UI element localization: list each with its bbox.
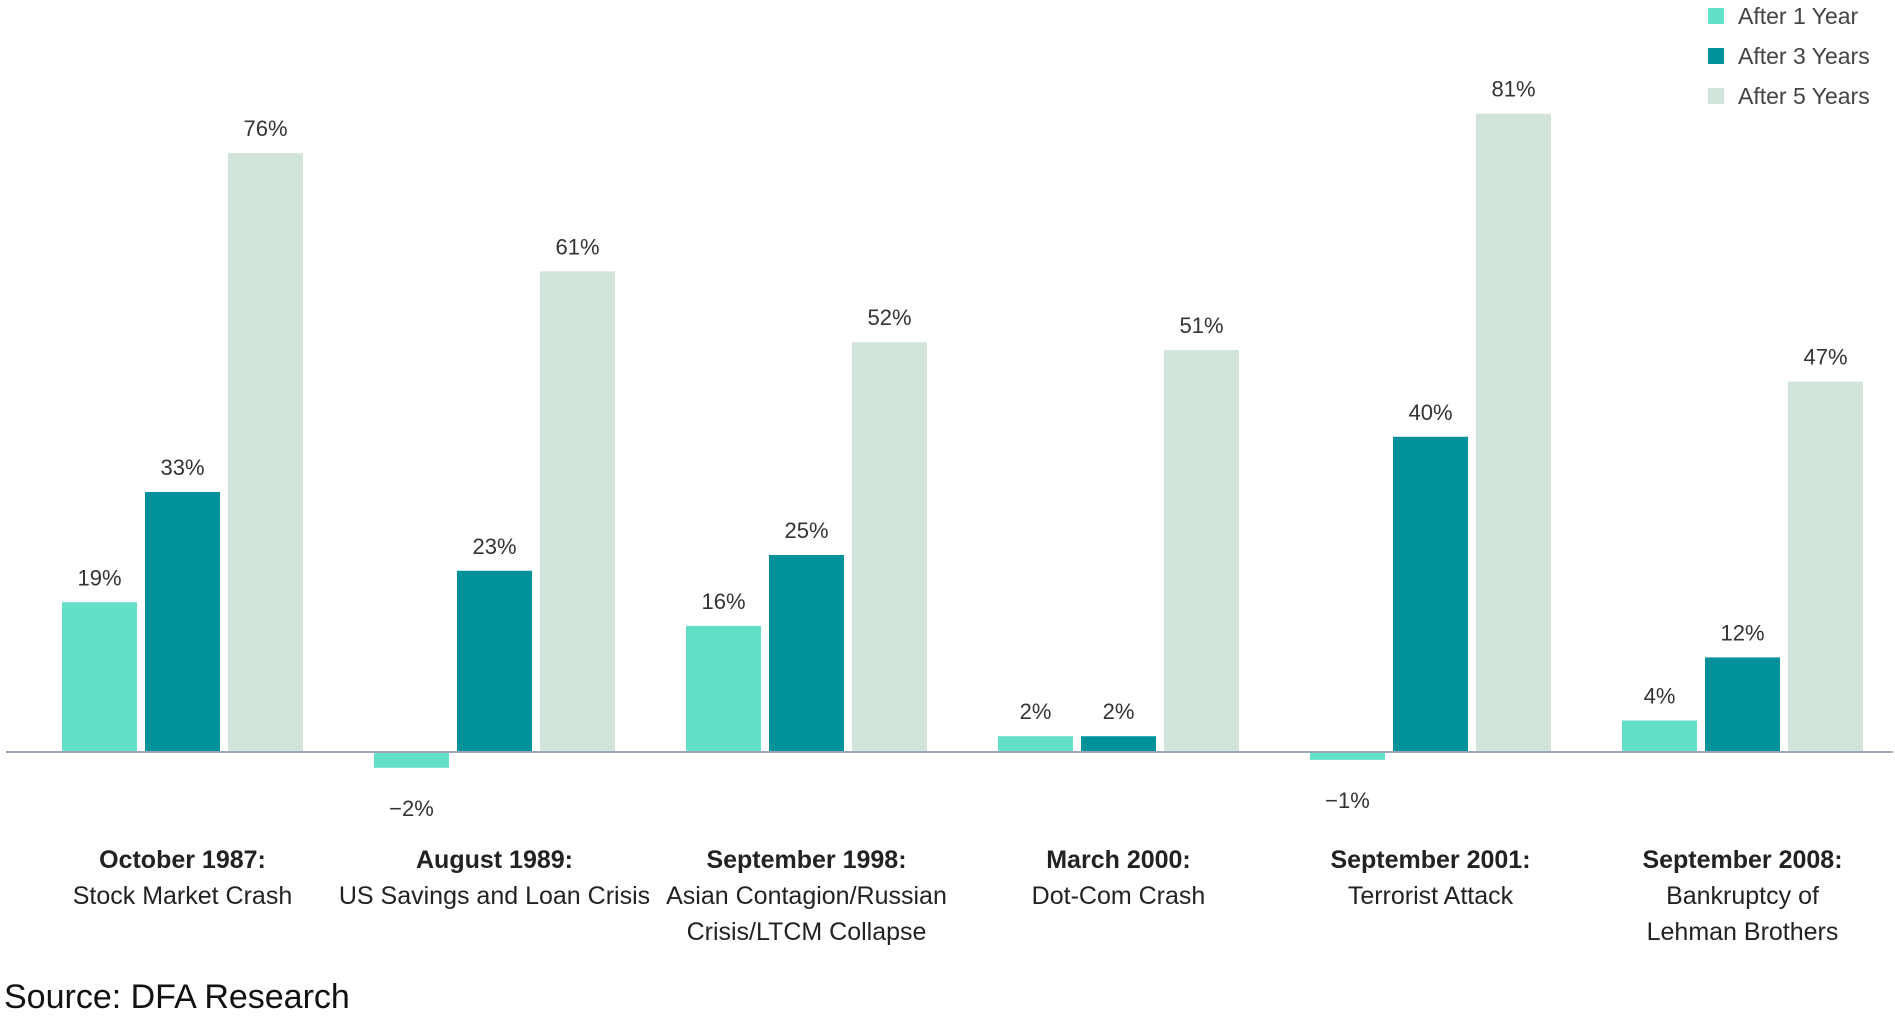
value-label-3-series-2: 25% bbox=[784, 518, 828, 543]
bar-1-series-1 bbox=[62, 602, 137, 752]
bar-5-series-3 bbox=[1476, 113, 1551, 753]
legend: After 1 Year After 3 Years After 5 Years bbox=[1708, 3, 1870, 109]
category-subtitle-3-line-1: Asian Contagion/Russian bbox=[666, 882, 947, 910]
value-label-1-series-2: 33% bbox=[160, 455, 204, 480]
value-label-5-series-2: 40% bbox=[1408, 400, 1452, 425]
bar-1-series-3 bbox=[228, 153, 303, 752]
category-title-6: September 2008: bbox=[1642, 846, 1842, 874]
value-labels-layer: 19% 33% 76% −2% 23% 61% 16% 25% 52% 2% 2% 51% −1% 40%… bbox=[77, 77, 1847, 821]
bar-6-series-3 bbox=[1788, 381, 1863, 752]
bar-5-series-1 bbox=[1310, 752, 1385, 760]
value-label-4-series-3: 51% bbox=[1179, 313, 1223, 338]
legend-swatch-series-1 bbox=[1708, 8, 1724, 24]
value-label-5-series-3: 81% bbox=[1491, 77, 1535, 102]
source-note: Source: DFA Research bbox=[4, 978, 350, 1016]
category-subtitle-2-line-1: US Savings and Loan Crisis bbox=[339, 882, 650, 910]
bar-3-series-3 bbox=[852, 342, 927, 752]
value-label-1-series-1: 19% bbox=[77, 565, 121, 590]
bar-3-series-2 bbox=[769, 555, 844, 752]
value-label-3-series-1: 16% bbox=[701, 589, 745, 614]
legend-label-series-3: After 5 Years bbox=[1738, 83, 1870, 109]
bar-2-series-2 bbox=[457, 570, 532, 752]
bar-4-series-3 bbox=[1164, 350, 1239, 752]
bar-2-series-1 bbox=[374, 752, 449, 768]
value-label-2-series-3: 61% bbox=[555, 234, 599, 259]
value-label-2-series-1: −2% bbox=[389, 796, 434, 821]
legend-label-series-2: After 3 Years bbox=[1738, 43, 1870, 69]
legend-swatch-series-2 bbox=[1708, 48, 1724, 64]
bar-5-series-2 bbox=[1393, 436, 1468, 752]
category-title-1: October 1987: bbox=[99, 846, 266, 874]
value-label-2-series-2: 23% bbox=[472, 534, 516, 559]
bar-4-series-2 bbox=[1081, 736, 1156, 752]
category-subtitle-4-line-1: Dot-Com Crash bbox=[1032, 882, 1206, 910]
value-label-4-series-2: 2% bbox=[1103, 699, 1135, 724]
bar-4-series-1 bbox=[998, 736, 1073, 752]
category-subtitle-5-line-1: Terrorist Attack bbox=[1348, 882, 1514, 910]
bar-1-series-2 bbox=[145, 491, 220, 752]
category-title-4: March 2000: bbox=[1046, 846, 1191, 874]
bar-6-series-1 bbox=[1622, 720, 1697, 752]
bars-layer bbox=[62, 113, 1863, 768]
value-label-6-series-3: 47% bbox=[1803, 345, 1847, 370]
category-subtitle-3-line-2: Crisis/LTCM Collapse bbox=[687, 918, 927, 946]
value-label-6-series-2: 12% bbox=[1720, 620, 1764, 645]
category-subtitle-1-line-1: Stock Market Crash bbox=[73, 882, 293, 910]
category-title-2: August 1989: bbox=[416, 846, 573, 874]
bar-2-series-3 bbox=[540, 271, 615, 752]
category-subtitle-6-line-1: Bankruptcy of bbox=[1666, 882, 1819, 910]
value-label-4-series-1: 2% bbox=[1020, 699, 1052, 724]
category-labels-layer: October 1987: Stock Market Crash August 19… bbox=[73, 846, 1843, 946]
legend-label-series-1: After 1 Year bbox=[1738, 3, 1859, 29]
bar-6-series-2 bbox=[1705, 657, 1780, 752]
value-label-5-series-1: −1% bbox=[1325, 788, 1370, 813]
bar-3-series-1 bbox=[686, 625, 761, 752]
legend-swatch-series-3 bbox=[1708, 88, 1724, 104]
value-label-1-series-3: 76% bbox=[243, 116, 287, 141]
category-subtitle-6-line-2: Lehman Brothers bbox=[1647, 918, 1839, 946]
category-title-5: September 2001: bbox=[1330, 846, 1530, 874]
value-label-3-series-3: 52% bbox=[867, 305, 911, 330]
category-title-3: September 1998: bbox=[706, 846, 906, 874]
value-label-6-series-1: 4% bbox=[1644, 683, 1676, 708]
